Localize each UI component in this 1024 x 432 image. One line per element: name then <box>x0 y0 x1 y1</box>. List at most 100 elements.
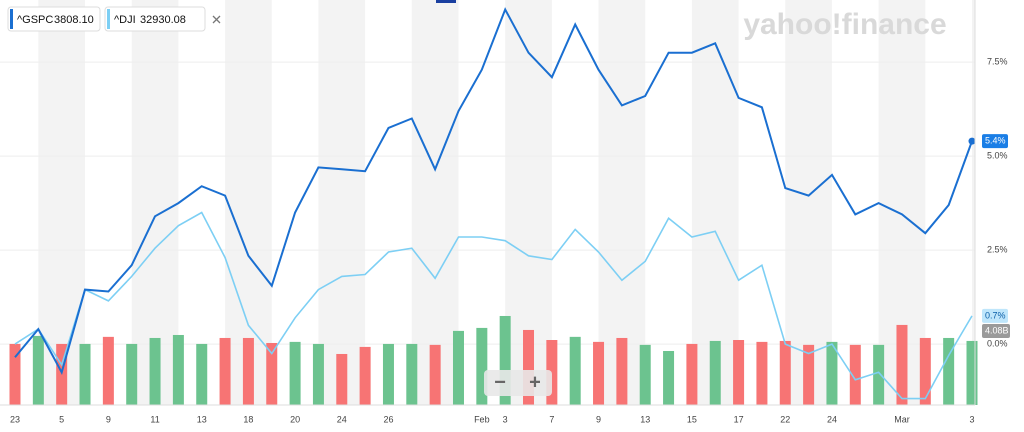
volume-bar <box>359 346 371 405</box>
volume-bar <box>523 329 535 405</box>
line <box>14 7 973 375</box>
legend-chip[interactable] <box>104 6 206 32</box>
x-tick-label: 26 <box>383 414 393 424</box>
volume-bar <box>499 315 511 405</box>
grid: 0.0% 2.5% 5.0% 7.5% <box>0 57 1008 348</box>
top-marker <box>436 0 456 3</box>
x-tick-label: 17 <box>734 414 744 424</box>
volume-bar <box>452 330 464 405</box>
x-tick-label: 3 <box>969 414 974 424</box>
volume-bar <box>476 327 488 405</box>
x-tick-label: 20 <box>290 414 300 424</box>
lines: 0.7% 5.4% <box>14 7 1008 400</box>
band <box>691 0 739 405</box>
x-tick-label: 13 <box>640 414 650 424</box>
volume-bar <box>149 337 161 405</box>
volume-bar <box>873 344 885 405</box>
volume-bar <box>803 344 815 405</box>
x-tick-label: 9 <box>596 414 601 424</box>
line <box>14 211 973 400</box>
volume-bar <box>756 341 768 405</box>
end-tag <box>982 308 1008 323</box>
zoom-in[interactable]: + <box>529 371 541 393</box>
legend-close[interactable] <box>212 15 221 24</box>
x-tick-label: 3 <box>503 414 508 424</box>
volume-bar <box>382 343 394 405</box>
x-tick-label: 9 <box>106 414 111 424</box>
band <box>38 0 86 405</box>
y-tick-label: 7.5% <box>987 57 1008 67</box>
volume-bar <box>896 324 908 405</box>
end-label: 0.7% <box>985 310 1006 320</box>
volume-bar <box>919 337 931 405</box>
y-tick-label: 0.0% <box>987 338 1008 348</box>
x-tick-label: 18 <box>243 414 253 424</box>
legend: ^GSPC 3808.10 ^DJI 32930.08 <box>7 6 221 32</box>
x-tick-label: 24 <box>827 414 837 424</box>
zoom-out[interactable]: − <box>494 371 506 393</box>
volume-tag <box>982 323 1010 338</box>
x-tick-label: Mar <box>894 414 910 424</box>
volume-bar <box>289 341 301 405</box>
logo: yahoo!finance <box>743 8 946 41</box>
y-tick-label: 5.0% <box>987 151 1008 161</box>
end-dot <box>968 137 976 145</box>
volume-bar <box>849 344 861 405</box>
x-tick-label: 5 <box>59 414 64 424</box>
legend-price: 3808.10 <box>54 14 94 26</box>
band <box>411 0 459 405</box>
volume-bar <box>406 343 418 405</box>
legend-name: ^GSPC <box>17 14 53 26</box>
volume-bar <box>943 337 955 405</box>
volume-bar <box>79 343 91 405</box>
end-label: 5.4% <box>985 135 1006 145</box>
volume-bar <box>546 340 558 405</box>
volume-bar <box>312 343 324 405</box>
volume-end-label: 4.08B <box>985 325 1009 335</box>
band <box>598 0 646 405</box>
volume-bar <box>429 344 441 405</box>
volume-bar <box>32 335 44 405</box>
band <box>225 0 272 405</box>
volume-bar <box>102 336 114 405</box>
volume-bar <box>569 336 581 405</box>
band <box>785 0 832 405</box>
volume-bar <box>9 343 21 405</box>
legend-name: ^DJI <box>114 14 136 26</box>
end-tag <box>982 134 1008 149</box>
legend-chip[interactable] <box>7 6 101 32</box>
volume-bar <box>616 337 628 405</box>
volume-bar <box>966 340 978 405</box>
y-tick-label: 2.5% <box>987 244 1008 254</box>
x-tick-label: 15 <box>687 414 697 424</box>
volume-bar <box>779 340 791 405</box>
x-tick-label: 22 <box>780 414 790 424</box>
volume-bar <box>593 341 605 405</box>
volume-bar <box>709 340 721 405</box>
x-tick-label: 23 <box>10 414 20 424</box>
legend-price: 32930.08 <box>140 14 186 26</box>
volume-bar <box>733 340 745 405</box>
volume-bar <box>639 344 651 405</box>
volume-bar <box>196 343 208 405</box>
volume-bar <box>686 343 698 405</box>
band <box>131 0 179 405</box>
volume-bars: 4.08B <box>9 315 1010 405</box>
volume-bar <box>172 334 184 405</box>
band <box>318 0 366 405</box>
volume-bar <box>219 337 231 405</box>
legend-swatch <box>10 9 13 29</box>
volume-bar <box>826 341 838 405</box>
zoom-box <box>484 370 552 396</box>
band <box>972 0 975 405</box>
volume-bar <box>663 350 675 405</box>
legend-swatch <box>107 9 110 29</box>
volume-bar <box>242 337 254 405</box>
x-tick-label: 11 <box>150 414 159 424</box>
volume-bar <box>336 353 348 405</box>
volume-bar <box>126 343 138 405</box>
x-tick-label: Feb <box>474 414 490 424</box>
volume-bar <box>56 343 68 405</box>
